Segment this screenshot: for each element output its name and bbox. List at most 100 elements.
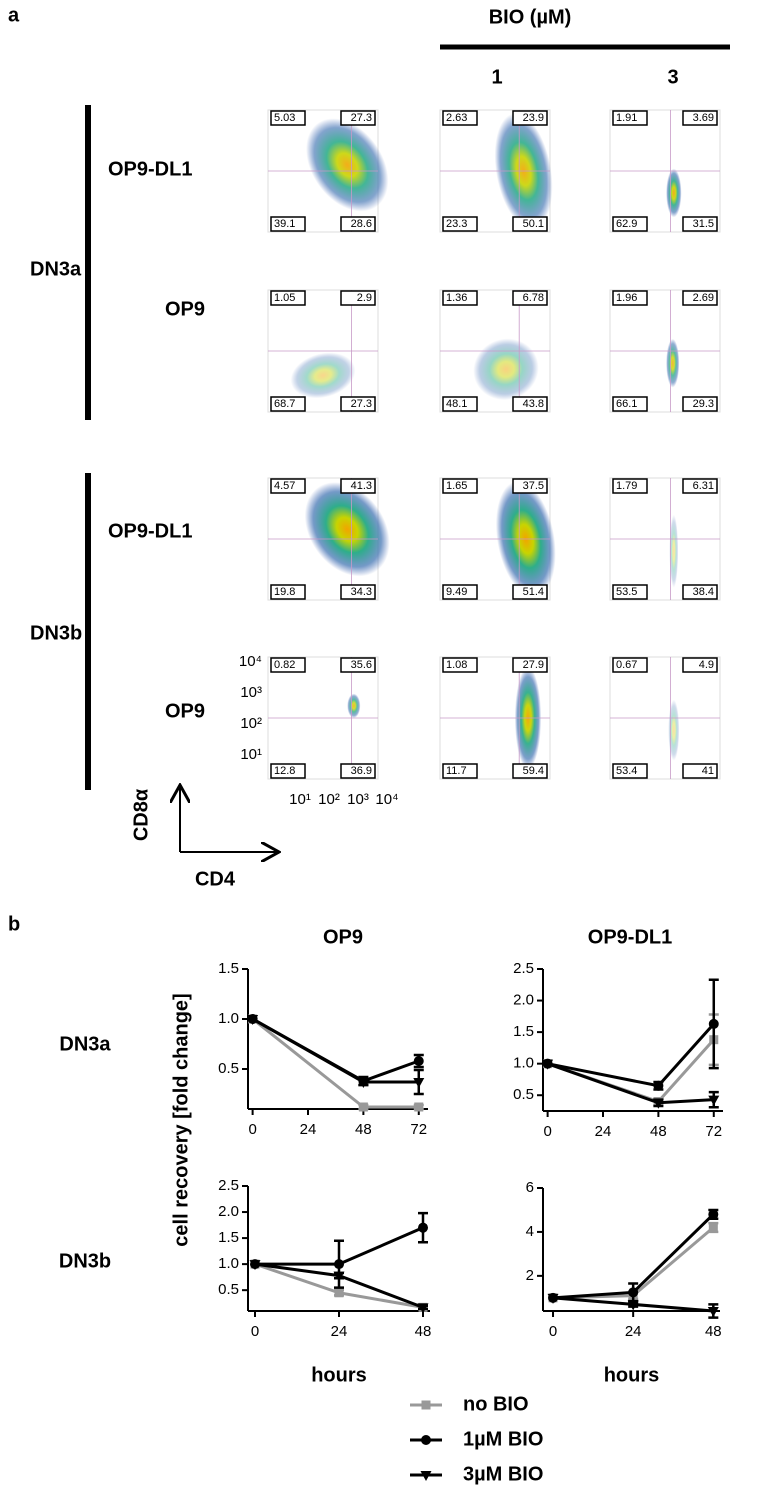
quadrant-box bbox=[612, 763, 648, 779]
quadrant-box bbox=[512, 763, 548, 779]
y-tick-label: 1.5 bbox=[513, 1023, 534, 1040]
quadrant-value: 38.4 bbox=[693, 586, 714, 598]
y-tick-label: 2.0 bbox=[218, 1203, 239, 1220]
marker-triangle bbox=[420, 1471, 432, 1481]
quadrant-value: 41.3 bbox=[351, 480, 372, 492]
x-tick-label: 0 bbox=[549, 1323, 557, 1340]
quadrant-box bbox=[682, 478, 718, 494]
x-tick-label: 10³ bbox=[347, 791, 369, 808]
quadrant-box bbox=[442, 216, 478, 232]
legend-label: 3µM BIO bbox=[463, 1463, 543, 1485]
quadrant-box bbox=[612, 584, 648, 600]
quadrant-value: 53.5 bbox=[616, 586, 637, 598]
quadrant-value: 34.3 bbox=[351, 586, 372, 598]
marker-square bbox=[358, 1102, 368, 1112]
y-tick-label: 4 bbox=[526, 1223, 534, 1240]
y-axis-label: cell recovery [fold change] bbox=[170, 993, 192, 1246]
quadrant-box bbox=[612, 396, 648, 412]
density-cloud bbox=[666, 338, 680, 388]
quadrant-value: 1.36 bbox=[446, 292, 467, 304]
quadrant-value: 59.4 bbox=[523, 765, 544, 777]
quadrant-value: 27.3 bbox=[351, 112, 372, 124]
quadrant-box bbox=[340, 396, 376, 412]
quadrant-value: 68.7 bbox=[274, 398, 295, 410]
marker-circle bbox=[653, 1080, 664, 1091]
y-tick-label: 6 bbox=[526, 1179, 534, 1196]
quadrant-value: 29.3 bbox=[693, 398, 714, 410]
marker-triangle bbox=[542, 1059, 554, 1070]
x-tick-label: 72 bbox=[410, 1121, 427, 1138]
quadrant-value: 2.69 bbox=[693, 292, 714, 304]
dose-label: 1 bbox=[491, 66, 502, 88]
quadrant-box bbox=[512, 110, 548, 126]
quadrant-value: 12.8 bbox=[274, 765, 295, 777]
row-label: OP9 bbox=[165, 700, 205, 722]
quadrant-box bbox=[270, 478, 306, 494]
x-tick-label: 48 bbox=[705, 1323, 722, 1340]
series-line bbox=[251, 1017, 420, 1083]
x-axis-label: hours bbox=[311, 1364, 367, 1386]
quadrant-box bbox=[442, 584, 478, 600]
quadrant-box bbox=[270, 110, 306, 126]
series-line bbox=[547, 1022, 715, 1088]
density-cloud bbox=[473, 338, 539, 401]
quadrant-box bbox=[512, 396, 548, 412]
x-tick-label: 72 bbox=[705, 1123, 722, 1140]
quadrant-value: 31.5 bbox=[693, 218, 714, 230]
quadrant-box bbox=[442, 478, 478, 494]
quadrant-box bbox=[682, 216, 718, 232]
x-tick-label: 10⁴ bbox=[375, 791, 398, 808]
marker-triangle bbox=[708, 1095, 720, 1106]
quadrant-value: 4.57 bbox=[274, 480, 295, 492]
quadrant-box bbox=[612, 216, 648, 232]
quadrant-box bbox=[340, 110, 376, 126]
panel-label: a bbox=[8, 4, 20, 26]
quadrant-value: 2.63 bbox=[446, 112, 467, 124]
density-cloud bbox=[306, 118, 389, 212]
y-tick-label: 1.0 bbox=[218, 1255, 239, 1272]
flow-plot: 1.08 27.9 11.7 59.4 bbox=[439, 656, 551, 780]
quadrant-value: 1.65 bbox=[446, 480, 467, 492]
y-tick-label: 1.0 bbox=[218, 1010, 239, 1027]
legend-label: no BIO bbox=[463, 1393, 529, 1415]
quadrant-box bbox=[612, 657, 648, 673]
quadrant-box bbox=[340, 763, 376, 779]
quadrant-value: 23.9 bbox=[523, 112, 544, 124]
quadrant-box bbox=[270, 216, 306, 232]
marker-triangle bbox=[247, 1015, 259, 1025]
row-label: OP9 bbox=[165, 298, 205, 320]
quadrant-box bbox=[612, 478, 648, 494]
chart-title: OP9 bbox=[323, 926, 363, 948]
axis-label: CD4 bbox=[195, 868, 236, 890]
quadrant-box bbox=[442, 763, 478, 779]
quadrant-box bbox=[340, 478, 376, 494]
marker-circle bbox=[628, 1287, 639, 1298]
marker-triangle bbox=[249, 1260, 261, 1271]
quadrant-box bbox=[512, 290, 548, 306]
quadrant-value: 11.7 bbox=[446, 765, 467, 777]
marker-triangle bbox=[333, 1271, 345, 1282]
quadrant-value: 23.3 bbox=[446, 218, 467, 230]
axis-label: CD8α bbox=[130, 788, 152, 841]
quadrant-box bbox=[270, 396, 306, 412]
y-tick-label: 0.5 bbox=[218, 1060, 239, 1077]
quadrant-value: 1.08 bbox=[446, 659, 467, 671]
flow-plot: 1.36 6.78 48.1 43.8 bbox=[439, 289, 551, 413]
row-label: DN3b bbox=[59, 1250, 111, 1272]
quadrant-value: 36.9 bbox=[351, 765, 372, 777]
quadrant-box bbox=[340, 584, 376, 600]
y-tick-label: 1.0 bbox=[513, 1055, 534, 1072]
panel-label: b bbox=[8, 913, 20, 935]
y-tick-label: 10³ bbox=[240, 684, 262, 701]
marker-triangle bbox=[707, 1307, 719, 1317]
quadrant-box bbox=[270, 290, 306, 306]
quadrant-box bbox=[682, 763, 718, 779]
flow-plot: 1.05 2.9 68.7 27.3 bbox=[267, 289, 379, 413]
marker-square bbox=[708, 1223, 718, 1233]
quadrant-box bbox=[270, 763, 306, 779]
quadrant-value: 1.05 bbox=[274, 292, 295, 304]
quadrant-value: 0.82 bbox=[274, 659, 295, 671]
chart-title: OP9-DL1 bbox=[588, 926, 672, 948]
flow-plot: 1.65 37.5 9.49 51.4 bbox=[439, 477, 556, 601]
quadrant-box bbox=[512, 657, 548, 673]
